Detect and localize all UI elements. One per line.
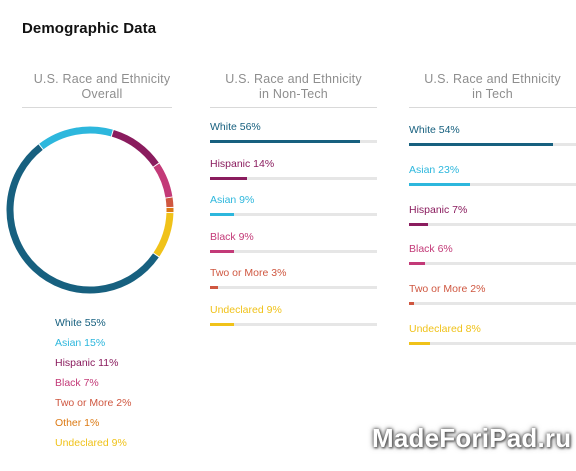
donut-slice-black bbox=[153, 163, 173, 198]
overall-legend: White 55% Asian 15% Hispanic 11% Black 7% Tw… bbox=[55, 316, 131, 456]
bar-label-undeclared: Undeclared 9% bbox=[210, 303, 282, 316]
bar-track-hispanic bbox=[210, 176, 377, 180]
tech-title-rule bbox=[409, 107, 576, 108]
tech-bar-chart: White 54% Asian 23% Hispanic 7% Black 6% Two… bbox=[409, 124, 576, 363]
tech-chart-title: U.S. Race and Ethnicity in Tech bbox=[409, 72, 576, 102]
bar-row-undeclared: Undeclared 9% bbox=[210, 304, 377, 341]
overall-donut-chart bbox=[6, 126, 174, 294]
bar-row-hispanic: Hispanic 14% bbox=[210, 158, 377, 195]
bar-two-or-more bbox=[210, 286, 219, 289]
bar-track-black bbox=[210, 249, 377, 253]
bar-track-undeclared bbox=[409, 341, 576, 345]
bar-label-asian: Asian 9% bbox=[210, 194, 255, 206]
nontech-title-line1: U.S. Race and Ethnicity bbox=[225, 72, 362, 86]
bar-track-hispanic bbox=[409, 222, 576, 226]
bar-undeclared bbox=[409, 341, 431, 345]
bar-track-white bbox=[409, 143, 576, 146]
legend-item-asian: Asian 15% bbox=[55, 337, 106, 349]
bar-track-two-or-more bbox=[409, 302, 576, 306]
bar-label-hispanic: Hispanic 14% bbox=[210, 157, 275, 170]
bar-label-black: Black 6% bbox=[409, 243, 453, 256]
tech-title-line1: U.S. Race and Ethnicity bbox=[424, 72, 561, 86]
bar-hispanic bbox=[409, 222, 428, 226]
bar-label-white: White 54% bbox=[409, 124, 460, 136]
legend-item-white: White 55% bbox=[55, 317, 106, 329]
bar-row-asian: Asian 9% bbox=[210, 194, 377, 231]
watermark-logo: MadeForiPad.ru bbox=[372, 423, 572, 453]
bar-row-black: Black 6% bbox=[409, 243, 576, 283]
nontech-chart-title: U.S. Race and Ethnicity in Non-Tech bbox=[210, 72, 377, 102]
bar-row-white: White 56% bbox=[210, 121, 377, 158]
bar-label-black: Black 9% bbox=[210, 230, 254, 243]
donut-slice-white bbox=[6, 144, 159, 294]
legend-item-hispanic: Hispanic 11% bbox=[55, 357, 119, 369]
bar-white bbox=[409, 143, 554, 146]
bar-track-white bbox=[210, 140, 377, 143]
bar-row-hispanic: Hispanic 7% bbox=[409, 204, 576, 244]
bar-track-asian bbox=[210, 213, 377, 216]
bar-black bbox=[409, 262, 426, 266]
donut-slice-two-or-more bbox=[165, 197, 174, 208]
bar-two-or-more bbox=[409, 302, 415, 306]
bar-track-asian bbox=[409, 182, 576, 186]
bar-track-black bbox=[409, 262, 576, 266]
bar-white bbox=[210, 140, 360, 143]
overall-title-line2: Overall bbox=[81, 87, 123, 101]
bar-label-asian: Asian 23% bbox=[409, 163, 460, 176]
nontech-title-rule bbox=[210, 107, 377, 108]
bar-hispanic bbox=[210, 176, 248, 180]
bar-row-undeclared: Undeclared 8% bbox=[409, 323, 576, 363]
nontech-title-line2: in Non-Tech bbox=[259, 87, 328, 101]
nontech-bar-chart: White 56% Hispanic 14% Asian 9% Black 9% Two… bbox=[210, 121, 377, 340]
bar-asian bbox=[210, 213, 235, 216]
legend-item-undeclared: Undeclared 9% bbox=[55, 437, 127, 449]
legend-item-black: Black 7% bbox=[55, 377, 99, 389]
bar-label-hispanic: Hispanic 7% bbox=[409, 203, 468, 216]
bar-label-white: White 56% bbox=[210, 121, 261, 133]
page-title: Demographic Data bbox=[22, 20, 157, 37]
bar-label-undeclared: Undeclared 8% bbox=[409, 322, 481, 335]
bar-track-two-or-more bbox=[210, 286, 377, 289]
legend-item-two-or-more: Two or More 2% bbox=[55, 397, 132, 409]
donut-slice-hispanic bbox=[111, 129, 159, 167]
bar-label-two-or-more: Two or More 3% bbox=[210, 267, 287, 279]
bar-row-two-or-more: Two or More 3% bbox=[210, 267, 377, 304]
bar-track-undeclared bbox=[210, 322, 377, 326]
overall-title-rule bbox=[22, 107, 172, 108]
overall-title-line1: U.S. Race and Ethnicity bbox=[33, 72, 171, 86]
bar-row-asian: Asian 23% bbox=[409, 164, 576, 204]
bar-row-black: Black 9% bbox=[210, 231, 377, 268]
legend-item-other: Other 1% bbox=[55, 417, 100, 429]
tech-title-line2: in Tech bbox=[472, 87, 513, 101]
bar-label-two-or-more: Two or More 2% bbox=[409, 283, 486, 296]
donut-slice-asian bbox=[39, 126, 113, 150]
bar-row-two-or-more: Two or More 2% bbox=[409, 283, 576, 323]
bar-row-white: White 54% bbox=[409, 124, 576, 164]
bar-asian bbox=[409, 182, 471, 186]
donut-slice-undeclared bbox=[153, 212, 174, 257]
bar-black bbox=[210, 249, 235, 253]
bar-undeclared bbox=[210, 322, 235, 326]
overall-chart-title: U.S. Race and Ethnicity Overall bbox=[14, 72, 190, 102]
